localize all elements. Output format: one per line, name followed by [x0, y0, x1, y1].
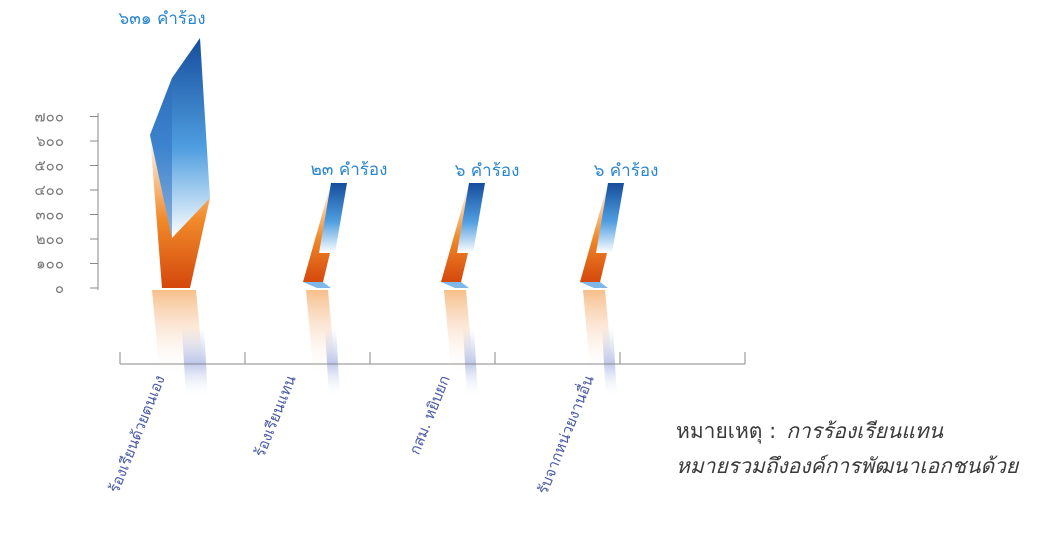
bar: [580, 183, 624, 288]
y-tick-label: ๖๐๐: [36, 132, 64, 150]
bar-reflection-blue: [325, 328, 340, 398]
y-tick-label: ๒๐๐: [36, 230, 64, 248]
bar-base: [303, 282, 331, 288]
bar-reflections: [152, 290, 617, 398]
footnote-line-1: หมายเหตุ : การร้องเรียนแทน: [676, 414, 1018, 449]
bar-base: [441, 282, 469, 288]
bars: [150, 38, 624, 288]
y-tick-label: ๕๐๐: [34, 157, 64, 175]
bar-reflection-blue: [602, 328, 617, 398]
value-label: ๖ คำร้อง: [455, 161, 520, 181]
axes: [97, 113, 745, 365]
category-label: กสม. หยิบยก: [406, 373, 454, 457]
y-tick-label: ๓๐๐: [35, 206, 64, 224]
y-tick-label: ๑๐๐: [36, 255, 64, 273]
y-tick-label: ๐: [55, 279, 64, 297]
value-label: ๒๓ คำร้อง: [311, 160, 388, 180]
footnote-label: หมายเหตุ :: [676, 419, 777, 443]
bar-reflection-blue: [182, 328, 208, 398]
bar-face-blue: [319, 183, 347, 253]
category-label: ร้องเรียนแทน: [251, 373, 300, 460]
bar-base: [580, 282, 608, 288]
y-ticks: ๐ ๑๐๐ ๒๐๐ ๓๐๐ ๔๐๐ ๕๐๐ ๖๐๐ ๗๐๐: [34, 108, 98, 297]
category-label: ร้องเรียนด้วยตนเอง: [105, 373, 169, 496]
value-label: ๖ คำร้อง: [594, 161, 659, 181]
bar-shade: [150, 78, 172, 238]
bar-face-blue: [457, 183, 485, 253]
y-tick-label: ๔๐๐: [34, 181, 64, 199]
category-label: รับจากหน่วยงานอื่น: [532, 372, 598, 497]
value-label: ๖๓๑ คำร้อง: [118, 9, 205, 29]
category-labels: ร้องเรียนด้วยตนเอง ร้องเรียนแทน กสม. หยิบย…: [105, 372, 598, 497]
x-ticks: [119, 352, 746, 364]
bar: [150, 38, 210, 288]
bar-face-blue: [596, 183, 624, 253]
footnote-text-1: การร้องเรียนแทน: [786, 419, 943, 443]
y-tick-label: ๗๐๐: [34, 108, 64, 126]
bar: [441, 183, 485, 288]
footnote: หมายเหตุ : การร้องเรียนแทน หมายรวมถึงองค์…: [676, 414, 1018, 484]
footnote-text-2: หมายรวมถึงองค์การพัฒนาเอกชนด้วย: [676, 454, 1019, 478]
bar-reflection-blue: [463, 328, 478, 398]
bar: [303, 183, 347, 288]
